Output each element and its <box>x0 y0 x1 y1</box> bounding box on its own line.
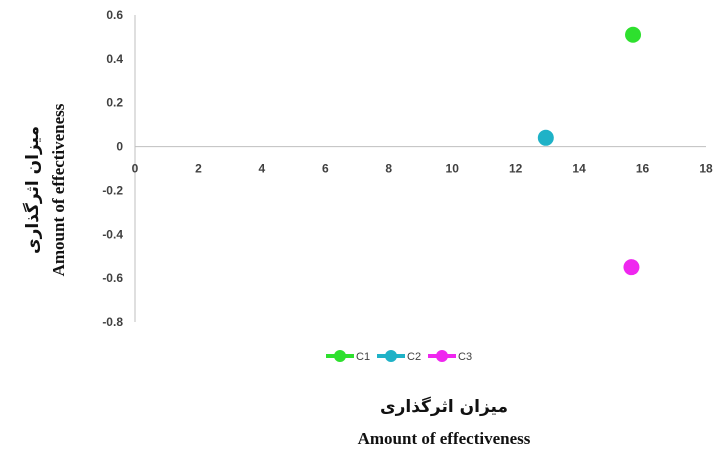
legend-item-c2: C2 <box>377 350 421 363</box>
x-tick-label: 8 <box>385 162 392 176</box>
y-tick-label: 0.6 <box>106 8 123 22</box>
y-axis-title-persian: میزان اثرگذاری <box>22 126 43 254</box>
legend-label: C2 <box>407 351 421 363</box>
x-tick-label: 14 <box>572 162 586 176</box>
y-tick-label: -0.8 <box>102 315 123 329</box>
y-tick-label: -0.2 <box>102 183 123 197</box>
x-tick-label: 12 <box>509 162 523 176</box>
y-tick-label: -0.4 <box>102 227 123 241</box>
legend-label: C1 <box>356 351 370 363</box>
y-tick-labels: 0.6 0.4 0.2 0 -0.2 -0.4 -0.6 -0.8 <box>102 8 123 329</box>
x-tick-labels: 0 2 4 6 8 10 12 14 16 18 <box>132 162 713 176</box>
x-tick-label: 18 <box>699 162 713 176</box>
y-axis-title-english: Amount of effectiveness <box>49 103 68 276</box>
x-tick-label: 10 <box>446 162 460 176</box>
legend-item-c1: C1 <box>326 350 370 363</box>
x-axis-title-english: Amount of effectiveness <box>358 429 531 448</box>
data-points <box>537 26 642 276</box>
data-point-c3 <box>623 259 640 276</box>
y-tick-label: 0 <box>116 140 123 154</box>
legend-marker <box>334 350 346 362</box>
data-point-c2 <box>537 129 554 146</box>
y-tick-label: 0.2 <box>106 96 123 110</box>
legend-label: C3 <box>458 351 472 363</box>
x-axis-title-persian: میزان اثرگذاری <box>380 396 508 417</box>
x-tick-label: 16 <box>636 162 650 176</box>
legend: C1 C2 C3 <box>326 350 472 363</box>
x-tick-label: 2 <box>195 162 202 176</box>
y-tick-label: -0.6 <box>102 271 123 285</box>
legend-marker <box>436 350 448 362</box>
x-tick-label: 0 <box>132 162 139 176</box>
legend-item-c3: C3 <box>428 350 472 363</box>
data-point-c1 <box>625 26 642 43</box>
x-tick-label: 4 <box>259 162 266 176</box>
y-tick-label: 0.4 <box>106 52 123 66</box>
x-tick-label: 6 <box>322 162 329 176</box>
legend-marker <box>385 350 397 362</box>
